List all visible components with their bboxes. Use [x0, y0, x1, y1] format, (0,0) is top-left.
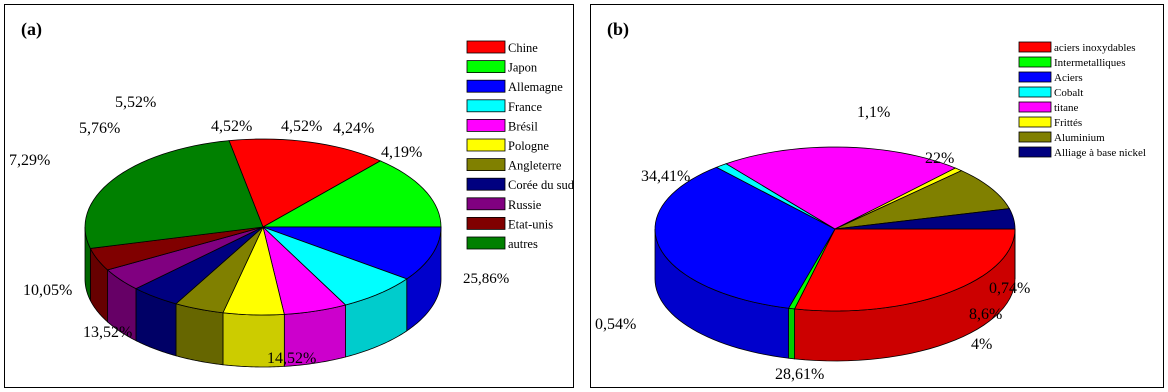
legend-entry: Alliage à base nickel — [1054, 147, 1146, 159]
pie-slice-russie — [106, 226, 264, 290]
value-label: 34,41% — [641, 168, 690, 185]
value-label: 25,86% — [463, 271, 509, 287]
pie-value-labels-a: 14,52% 13,52% 10,05% 7,29% 5,76% 5,52% 4,52% 4,… — [9, 94, 509, 367]
pie-slice-pologne — [222, 225, 285, 316]
value-label: 4% — [971, 336, 992, 353]
pie-slice-france — [262, 226, 408, 306]
legend-swatch — [1018, 71, 1052, 83]
value-label: 5,76% — [79, 120, 120, 137]
value-label: 4,24% — [333, 120, 374, 137]
pie-slice-japon — [261, 160, 442, 228]
legend-swatch — [466, 119, 506, 132]
value-label: 4,52% — [281, 118, 322, 135]
legend-entry: France — [508, 100, 542, 114]
legend-swatch — [466, 99, 506, 113]
legend-swatch — [466, 79, 506, 93]
panel-label-b: (b) — [607, 19, 629, 40]
pie-side-intermetalliques — [788, 307, 795, 360]
chart-panel-b: (b) 28,61% 0,54% 34,41% 1,1% 22% 0,74% 8,6% 4% … — [590, 4, 1164, 388]
legend-entry: Brésil — [508, 119, 538, 133]
value-label: 1,1% — [857, 104, 890, 121]
value-label: 22% — [925, 150, 954, 167]
pie-slice-autres — [84, 140, 264, 249]
value-label: 10,05% — [23, 282, 72, 299]
pie-slices-a — [84, 138, 442, 316]
pie-value-labels-b: 28,61% 0,54% 34,41% 1,1% 22% 0,74% 8,6% 4% — [595, 104, 1030, 383]
value-label: 4,19% — [381, 144, 422, 161]
pie-slice-br-sil — [262, 225, 347, 315]
legend-entry: autres — [508, 237, 538, 251]
legend-entry: Angleterre — [508, 159, 562, 173]
pie-slice-alliage-base-nickel — [834, 208, 1016, 230]
legend-swatch — [1018, 86, 1052, 98]
legend-swatch — [466, 216, 506, 230]
value-label: 7,29% — [9, 152, 50, 169]
legend-swatch — [1018, 116, 1052, 128]
legend-entry: Aluminium — [1054, 132, 1105, 144]
pie-slice-titane — [725, 146, 957, 230]
legend-swatch — [466, 138, 506, 152]
pie-sides-a — [84, 226, 442, 368]
panel-label-a: (a) — [21, 19, 42, 40]
legend-b: aciers inoxydables Intermetalliques Aciers… — [1018, 41, 1146, 159]
legend-swatch — [1018, 56, 1052, 68]
legend-entry: Etat-unis — [508, 217, 553, 231]
legend-entry: aciers inoxydables — [1054, 42, 1136, 54]
pie-chart-b: (b) 28,61%0,54%34,41%1,1%22%0,74%8,6%4% … — [595, 19, 1146, 383]
legend-entry: Chine — [508, 41, 538, 55]
legend-entry: titane — [1054, 102, 1079, 114]
value-label: 8,6% — [969, 306, 1002, 323]
pie-slice-fritt-s — [834, 167, 963, 230]
legend-swatch — [466, 40, 506, 54]
value-label: 5,52% — [115, 94, 156, 111]
pie-slice-etat-unis — [89, 226, 264, 271]
legend-swatch — [466, 158, 506, 172]
value-label: 28,61% — [775, 366, 824, 383]
value-label: 4,52% — [211, 118, 252, 135]
legend-swatch — [466, 236, 506, 250]
value-label: 0,74% — [989, 280, 1030, 297]
pie-slice-angleterre — [175, 226, 264, 314]
value-label: 0,54% — [595, 316, 636, 333]
pie-side-angleterre — [175, 303, 224, 366]
pie-slice-allemagne — [262, 226, 442, 280]
pie-slice-chine — [228, 138, 382, 228]
legend-swatch — [1018, 146, 1052, 158]
legend-entry: Corée du sud — [508, 178, 575, 192]
value-label: 14,52% — [267, 350, 316, 367]
pie-slice-aciers — [654, 166, 836, 309]
pie-slice-cobalt — [715, 163, 836, 230]
legend-swatch — [466, 197, 506, 211]
pie-slices-b — [654, 146, 1016, 312]
legend-swatch — [1018, 131, 1052, 143]
legend-swatch — [1018, 101, 1052, 113]
legend-a: Chine Japon Allemagne France Brésil Pologne An… — [466, 40, 575, 251]
chart-panel-a: (a) 14,52% 13,52% 10,05% 7,29% 5,76% 5,52% 4,5… — [4, 4, 575, 388]
legend-swatch — [466, 60, 506, 73]
legend-entry: Aciers — [1054, 72, 1083, 84]
pie-slice-aluminium — [834, 170, 1011, 230]
pie-slice-cor-e-du-sud — [135, 226, 264, 305]
legend-entry: Allemagne — [508, 80, 563, 94]
pie-slice-aciers-inoxydables — [793, 228, 1016, 312]
value-label: 13,52% — [83, 324, 132, 341]
legend-swatch — [1018, 41, 1052, 53]
legend-entry: Frittés — [1054, 117, 1082, 129]
legend-entry: Pologne — [508, 139, 549, 153]
pie-chart-a: (a) 14,52% 13,52% 10,05% 7,29% 5,76% 5,52% 4,5… — [9, 19, 575, 368]
legend-entry: Cobalt — [1054, 87, 1083, 99]
legend-entry: Intermetalliques — [1054, 57, 1125, 69]
legend-swatch — [466, 177, 506, 191]
legend-entry: Japon — [508, 61, 538, 75]
legend-entry: Russie — [508, 198, 542, 212]
